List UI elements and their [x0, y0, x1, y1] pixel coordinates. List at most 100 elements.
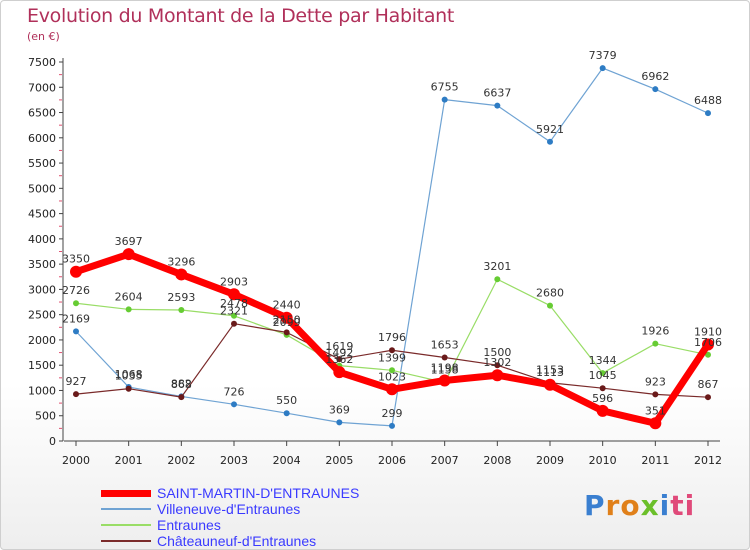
data-point [389, 422, 395, 429]
legend-item: Châteauneuf-d'Entraunes [101, 533, 401, 549]
y-tick-label: 3500 [28, 258, 56, 271]
data-point [70, 265, 82, 278]
data-label: 1035 [115, 370, 143, 383]
data-point [599, 385, 606, 392]
data-point [178, 394, 185, 401]
data-label: 3296 [167, 255, 195, 268]
data-label: 351 [645, 404, 666, 417]
data-label: 7379 [589, 49, 617, 62]
data-point [122, 248, 135, 261]
data-point [438, 374, 451, 387]
y-tick-label: 500 [35, 410, 56, 423]
y-tick-label: 4000 [28, 233, 56, 246]
data-point [441, 96, 448, 103]
data-point [649, 417, 662, 430]
proxiti-logo: Proxiti [584, 489, 695, 522]
data-point [389, 367, 395, 374]
y-tick-label: 5500 [28, 157, 56, 170]
legend-swatch [101, 524, 151, 526]
data-point [652, 391, 659, 398]
data-point [705, 110, 711, 117]
data-label: 369 [329, 403, 350, 416]
data-label: 1045 [589, 369, 617, 382]
y-tick-label: 2500 [28, 309, 56, 322]
data-label: 1068 [115, 368, 143, 381]
data-label: 2726 [62, 284, 90, 297]
data-point [73, 328, 79, 335]
data-label: 2440 [273, 299, 301, 312]
data-label: 3697 [115, 235, 143, 248]
legend: SAINT-MARTIN-D'ENTRAUNES Villeneuve-d'Ent… [101, 485, 401, 549]
data-label: 2593 [167, 291, 195, 304]
data-label: 1023 [378, 370, 406, 383]
data-label: 3201 [483, 260, 511, 273]
data-label: 1158 [431, 363, 459, 376]
data-point [652, 86, 659, 93]
data-label: 2169 [62, 312, 90, 325]
y-tick-label: 5000 [28, 182, 56, 195]
line-chart: 0 500 1000 1500 2000 2500 3000 3500 4000 4500 5000… [28, 49, 722, 467]
data-point [73, 391, 79, 398]
x-tick-label: 2006 [378, 454, 406, 467]
y-tick-label: 2000 [28, 334, 56, 347]
data-label: 927 [66, 375, 87, 388]
data-label: 1653 [431, 338, 459, 351]
x-tick-label: 2008 [483, 454, 511, 467]
legend-label: SAINT-MARTIN-D'ENTRAUNES [157, 485, 360, 501]
x-tick-label: 2003 [220, 454, 248, 467]
data-label: 6637 [483, 87, 511, 100]
data-point [228, 288, 240, 301]
legend-label: Châteauneuf-d'Entraunes [157, 533, 317, 549]
data-label: 868 [171, 378, 192, 391]
x-tick-label: 2012 [694, 454, 722, 467]
data-point [283, 329, 290, 336]
data-point [333, 366, 346, 379]
y-tick-label: 4500 [28, 208, 56, 221]
data-label: 2478 [220, 297, 248, 310]
y-tick-label: 7500 [28, 56, 56, 69]
x-tick-label: 2001 [115, 454, 143, 467]
data-point [386, 383, 398, 396]
data-point [494, 102, 501, 109]
data-point [231, 312, 237, 319]
data-point [336, 356, 343, 363]
data-point [705, 394, 711, 401]
y-tick-label: 7000 [28, 81, 56, 94]
data-point [336, 419, 343, 426]
data-label: 6488 [694, 94, 722, 107]
data-point [441, 354, 448, 361]
data-point [544, 378, 556, 391]
data-label: 2099 [273, 316, 301, 329]
x-tick-label: 2010 [589, 454, 617, 467]
data-label: 1500 [483, 346, 511, 359]
logo-letter: x [640, 489, 660, 522]
data-point [73, 300, 79, 307]
data-label: 6962 [641, 70, 669, 83]
data-label: 1926 [641, 325, 669, 338]
legend-label: Entraunes [157, 517, 221, 533]
data-point [231, 320, 237, 327]
data-point [280, 311, 293, 324]
logo-letter: r [605, 489, 621, 522]
data-point [389, 347, 395, 354]
y-tick-label: 6500 [28, 107, 56, 120]
data-label: 1153 [536, 364, 564, 377]
data-point [652, 340, 659, 347]
x-tick-label: 2002 [167, 454, 195, 467]
x-tick-label: 2011 [641, 454, 669, 467]
data-label: 1344 [589, 354, 617, 367]
data-point [283, 410, 290, 417]
legend-item: Villeneuve-d'Entraunes [101, 501, 401, 517]
data-label: 923 [645, 375, 666, 388]
x-tick-label: 2005 [325, 454, 353, 467]
data-point [494, 276, 501, 283]
data-label: 2604 [115, 290, 143, 303]
legend-swatch [101, 489, 151, 497]
data-point [178, 306, 185, 313]
data-label: 1492 [325, 347, 353, 360]
data-label: 726 [224, 385, 245, 398]
data-label: 882 [171, 377, 192, 390]
data-label: 299 [382, 407, 403, 420]
data-point [494, 362, 501, 369]
x-tick-label: 2009 [536, 454, 564, 467]
